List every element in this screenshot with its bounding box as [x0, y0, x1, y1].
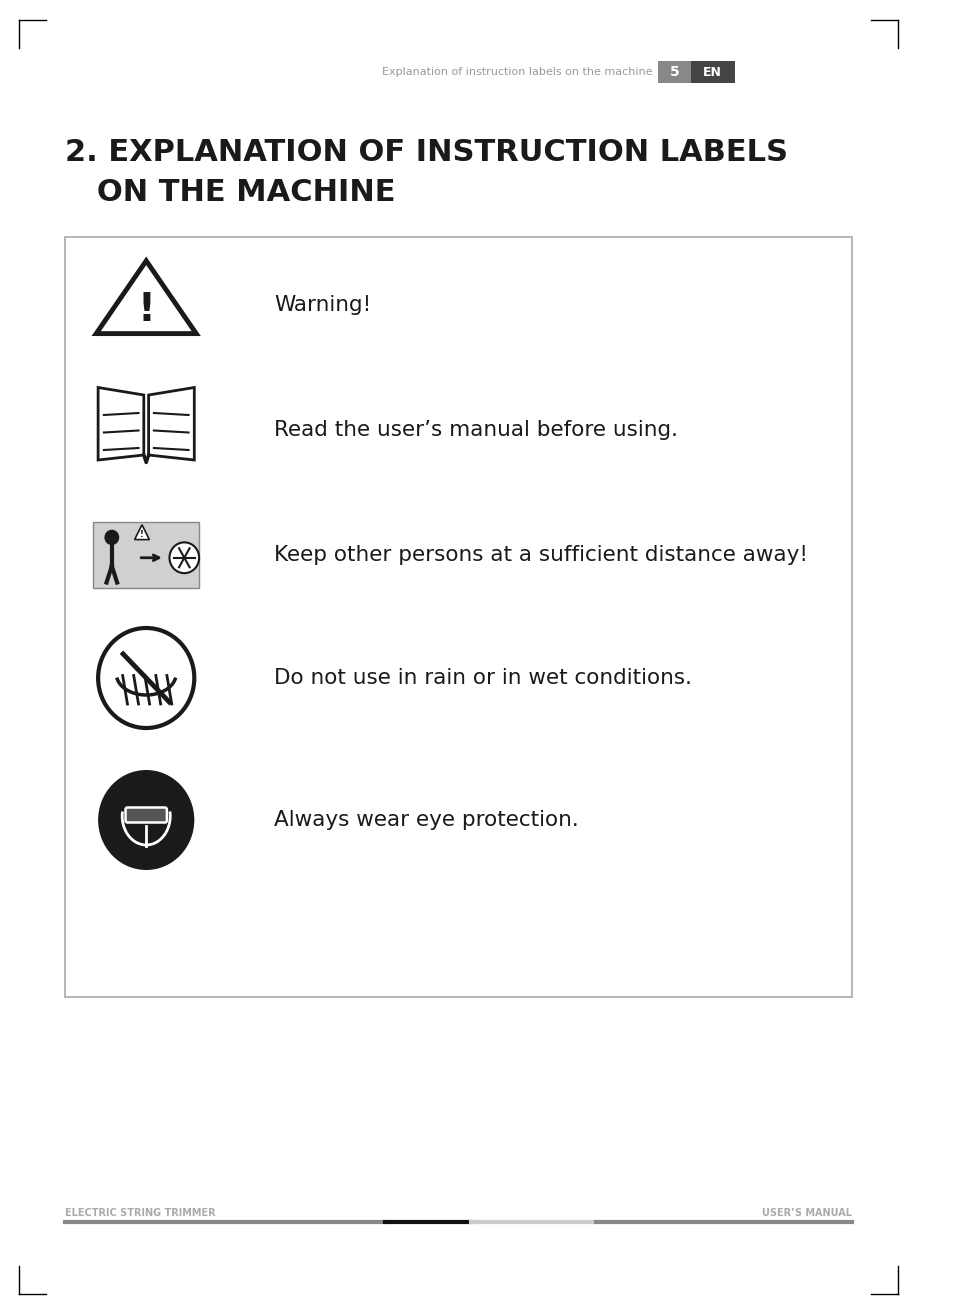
Text: !: !	[137, 292, 155, 330]
Text: 5: 5	[669, 64, 679, 79]
Polygon shape	[134, 524, 150, 540]
FancyBboxPatch shape	[658, 60, 690, 83]
Polygon shape	[98, 388, 144, 460]
Polygon shape	[149, 388, 194, 460]
FancyBboxPatch shape	[126, 808, 167, 823]
FancyBboxPatch shape	[66, 237, 851, 997]
Text: 2. EXPLANATION OF INSTRUCTION LABELS: 2. EXPLANATION OF INSTRUCTION LABELS	[66, 138, 787, 167]
Text: ON THE MACHINE: ON THE MACHINE	[66, 177, 395, 208]
Text: ELECTRIC STRING TRIMMER: ELECTRIC STRING TRIMMER	[66, 1208, 215, 1218]
Circle shape	[98, 770, 194, 870]
Text: Do not use in rain or in wet conditions.: Do not use in rain or in wet conditions.	[274, 668, 692, 689]
FancyBboxPatch shape	[690, 60, 734, 83]
Text: Always wear eye protection.: Always wear eye protection.	[274, 809, 578, 830]
FancyBboxPatch shape	[93, 522, 199, 587]
Text: !: !	[140, 530, 144, 539]
Text: Explanation of instruction labels on the machine: Explanation of instruction labels on the…	[381, 67, 652, 78]
Text: Warning!: Warning!	[274, 296, 371, 315]
Polygon shape	[96, 260, 196, 334]
Circle shape	[104, 530, 119, 545]
Text: EN: EN	[702, 66, 721, 79]
Circle shape	[170, 543, 199, 573]
Circle shape	[98, 628, 194, 728]
Text: Read the user’s manual before using.: Read the user’s manual before using.	[274, 420, 678, 440]
Text: USER’S MANUAL: USER’S MANUAL	[761, 1208, 851, 1218]
Text: Keep other persons at a sufficient distance away!: Keep other persons at a sufficient dista…	[274, 545, 807, 565]
